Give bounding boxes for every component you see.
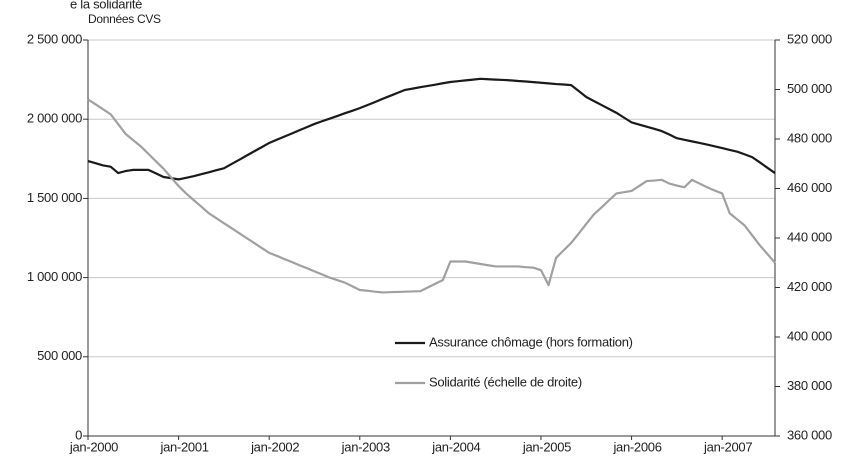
y2-tick-label: 480 000 — [787, 130, 832, 145]
x-tick-label: jan-2001 — [159, 439, 208, 454]
y-tick-label: 2 500 000 — [27, 31, 82, 46]
y-tick-label: 2 000 000 — [27, 111, 82, 126]
y-tick-label: 500 000 — [37, 348, 82, 363]
y-tick-label: 0 — [75, 427, 82, 442]
x-tick-label: jan-2002 — [250, 439, 299, 454]
y2-tick-label: 520 000 — [787, 31, 832, 46]
series-line — [87, 98, 776, 294]
x-tick-label: jan-2004 — [431, 439, 480, 454]
y2-tick-label: 500 000 — [787, 81, 832, 96]
legend-label: Solidarité (échelle de droite) — [429, 374, 582, 389]
legend-label: Assurance chômage (hors formation) — [429, 334, 633, 349]
y2-tick-label: 460 000 — [787, 180, 832, 195]
y2-tick-label: 380 000 — [787, 378, 832, 393]
y2-tick-label: 360 000 — [787, 427, 832, 442]
y-tick-label: 1 000 000 — [27, 269, 82, 284]
y-tick-label: 1 500 000 — [27, 190, 82, 205]
x-tick-label: jan-2007 — [703, 439, 752, 454]
y2-tick-label: 400 000 — [787, 328, 832, 343]
y2-tick-label: 440 000 — [787, 229, 832, 244]
x-tick-label: jan-2005 — [522, 439, 571, 454]
x-tick-label: jan-2000 — [69, 439, 118, 454]
y2-tick-label: 420 000 — [787, 279, 832, 294]
chart-title: e la solidarité — [70, 0, 142, 11]
x-tick-label: jan-2003 — [341, 439, 390, 454]
series-line — [87, 77, 776, 181]
x-tick-label: jan-2006 — [612, 439, 661, 454]
y-axis-label: Données CVS — [88, 12, 161, 26]
